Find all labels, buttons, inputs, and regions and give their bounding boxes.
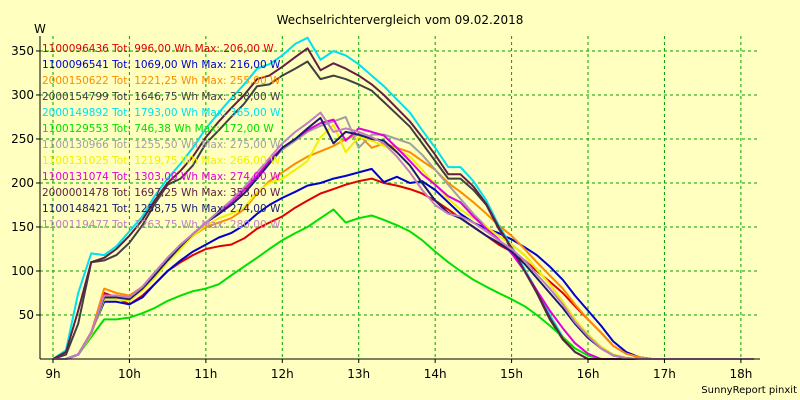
legend-entry-2000154799: 2000154799 Tot: 1646,75 Wh Max: 338,00 W (42, 91, 281, 103)
x-tick-label: 18h (729, 367, 752, 381)
legend-entry-1100131074: 1100131074 Tot: 1303,00 Wh Max: 274,00 W (42, 171, 281, 183)
y-tick-label: 250 (11, 132, 34, 146)
legend-entry-1100148421: 1100148421 Tot: 1258,75 Wh Max: 274,00 W (42, 203, 281, 215)
y-tick-label: 50 (19, 308, 34, 322)
legend-entry-1100096541: 1100096541 Tot: 1069,00 Wh Max: 216,00 W (42, 59, 281, 71)
x-tick-label: 11h (194, 367, 217, 381)
legend: 1100096436 Tot: 996,00 Wh Max: 206,00 W 1… (42, 43, 281, 231)
legend-entry-1100119477: 1100119477 Tot: 1263,75 Wh Max: 280,00 W (42, 219, 281, 231)
credit-label: SunnyReport pinxit (701, 385, 797, 396)
y-tick-label: 350 (11, 44, 34, 58)
y-axis-label: W (34, 22, 46, 36)
x-tick-label: 10h (118, 367, 141, 381)
x-tick-label: 16h (577, 367, 600, 381)
legend-entry-2000149892: 2000149892 Tot: 1793,00 Wh Max: 365,00 W (42, 107, 281, 119)
y-tick-label: 100 (11, 264, 34, 278)
y-tick-label: 200 (11, 176, 34, 190)
legend-entry-1100096436: 1100096436 Tot: 996,00 Wh Max: 206,00 W (42, 43, 274, 55)
x-tick-label: 17h (653, 367, 676, 381)
legend-entry-2000001478: 2000001478 Tot: 1697,25 Wh Max: 353,00 W (42, 187, 281, 199)
legend-entry-1100131025: 1100131025 Tot: 1219,75 Wh Max: 266,00 W (42, 155, 281, 167)
y-tick-label: 300 (11, 88, 34, 102)
legend-entry-2000150622: 2000150622 Tot: 1221,25 Wh Max: 255,00 W (42, 75, 281, 87)
legend-entry-1100130966: 1100130966 Tot: 1255,50 Wh Max: 275,00 W (42, 139, 281, 151)
x-tick-label: 13h (347, 367, 370, 381)
axes: 9h 10h 11h 12h 13h 14h 15h 16h 17h 18h 50 100 150 200… (11, 36, 760, 381)
x-tick-label: 15h (500, 367, 523, 381)
y-tick-label: 150 (11, 220, 34, 234)
x-tick-label: 9h (45, 367, 60, 381)
x-tick-label: 14h (424, 367, 447, 381)
x-tick-label: 12h (271, 367, 294, 381)
legend-entry-1100129553: 1100129553 Tot: 746,38 Wh Max: 172,00 W (42, 123, 274, 135)
chart-title: Wechselrichtervergleich vom 09.02.2018 (277, 13, 524, 27)
